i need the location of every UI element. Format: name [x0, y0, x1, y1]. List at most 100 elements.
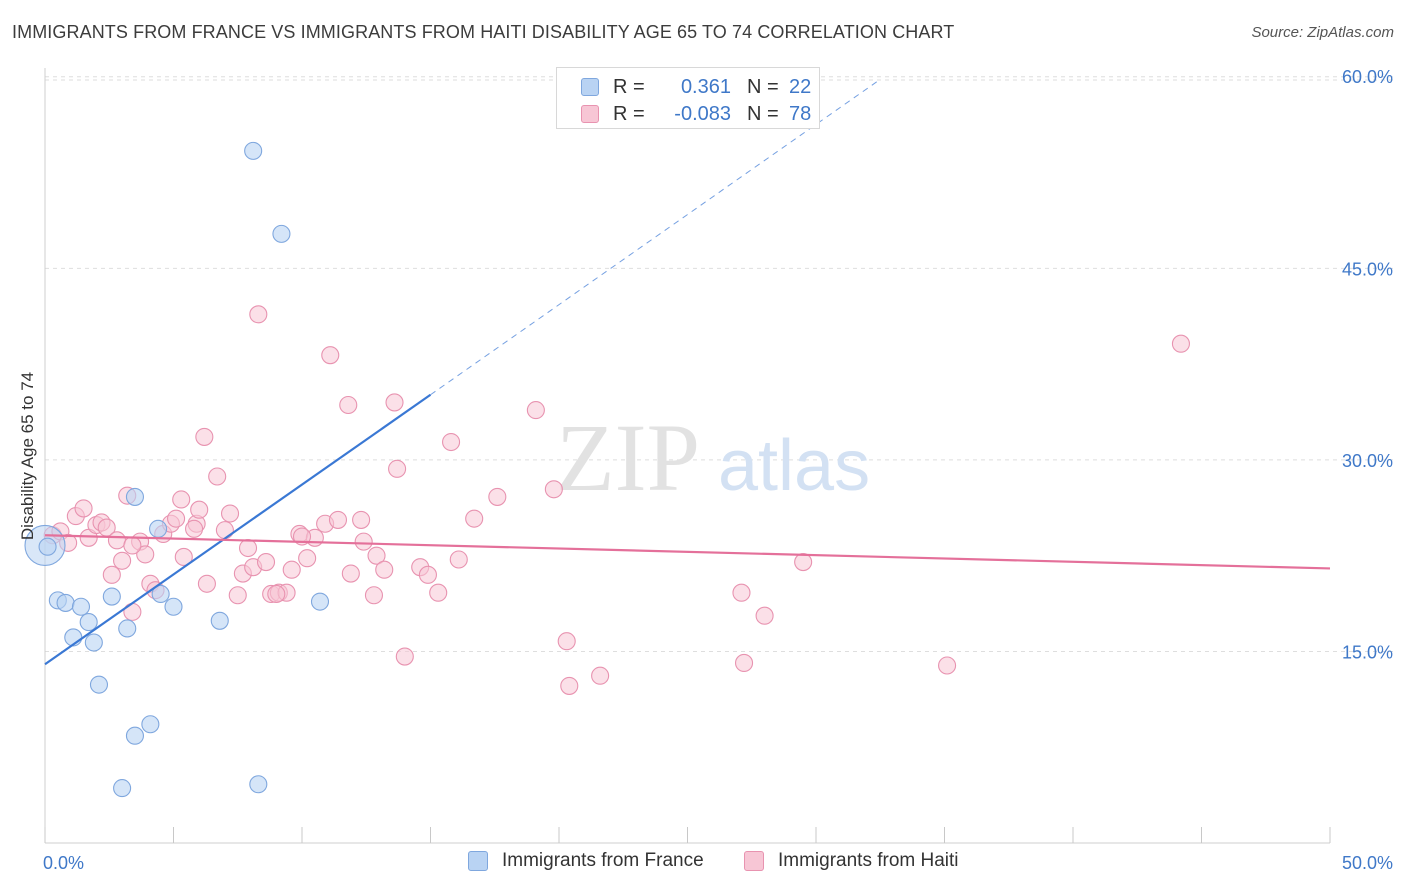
- haiti-point: [249, 305, 268, 324]
- haiti-point: [488, 487, 507, 506]
- watermark-atlas: atlas: [718, 426, 870, 506]
- france-point: [102, 587, 121, 606]
- y-tick-label: 15.0%: [1342, 642, 1393, 662]
- haiti-point: [102, 565, 121, 584]
- haiti-swatch: [581, 105, 599, 123]
- y-tick-label: 30.0%: [1342, 451, 1393, 471]
- france-point: [56, 593, 75, 612]
- haiti-point: [755, 606, 774, 625]
- haiti-point: [732, 583, 751, 602]
- haiti-point: [395, 647, 414, 666]
- haiti-point: [734, 653, 754, 672]
- haiti-point: [267, 584, 286, 604]
- haiti-point: [282, 560, 301, 579]
- haiti-point: [526, 401, 545, 420]
- n-label: N =: [747, 102, 779, 125]
- haiti-point: [172, 490, 191, 509]
- france-point: [113, 779, 132, 798]
- france-point: [164, 597, 183, 616]
- france-swatch: [581, 78, 599, 96]
- france-points: [24, 141, 330, 798]
- haiti-swatch: [744, 851, 764, 871]
- series-legend: Immigrants from France Immigrants from H…: [0, 850, 1406, 878]
- haiti-point: [197, 574, 216, 593]
- haiti-point: [220, 504, 240, 523]
- chart-title: IMMIGRANTS FROM FRANCE VS IMMIGRANTS FRO…: [12, 22, 955, 42]
- france-point: [125, 726, 144, 745]
- haiti-trend-line: [44, 534, 1331, 570]
- n-value: 78: [789, 102, 812, 125]
- haiti-point: [123, 602, 142, 621]
- haiti-point: [388, 459, 407, 478]
- watermark-zip: ZIP: [556, 404, 700, 511]
- haiti-point: [375, 560, 394, 579]
- france-swatch: [468, 851, 488, 871]
- haiti-point: [544, 480, 563, 499]
- legend-label-france: Immigrants from France: [502, 850, 704, 871]
- haiti-point: [557, 632, 576, 651]
- haiti-point: [185, 519, 204, 538]
- haiti-point: [74, 499, 93, 518]
- haiti-point: [354, 532, 373, 551]
- haiti-point: [113, 551, 132, 570]
- n-label: N =: [747, 75, 779, 98]
- correlation-legend: R = 0.361 N = 22 R = -0.083 N = 78: [556, 67, 820, 129]
- haiti-point: [429, 583, 448, 602]
- legend-row-haiti: R = -0.083 N = 78: [581, 102, 811, 126]
- tick-labels: 15.0% 30.0% 45.0% 60.0% 0.0% 50.0%: [43, 67, 1393, 873]
- haiti-point: [1171, 334, 1190, 353]
- legend-row-france: R = 0.361 N = 22: [581, 75, 811, 99]
- haiti-point: [215, 521, 234, 540]
- haiti-point: [123, 536, 142, 555]
- haiti-point: [341, 564, 360, 583]
- france-point: [118, 619, 137, 638]
- haiti-point: [238, 538, 258, 558]
- haiti-points: [43, 305, 1190, 695]
- chart-source: Source: ZipAtlas.com: [1251, 24, 1394, 41]
- france-point: [210, 611, 229, 630]
- haiti-point: [107, 531, 127, 550]
- haiti-point: [367, 546, 386, 565]
- france-point: [310, 592, 330, 611]
- france-point: [71, 597, 91, 616]
- haiti-point: [339, 395, 358, 415]
- legend-item-france[interactable]: Immigrants from France: [468, 850, 704, 872]
- y-tick-label: 60.0%: [1342, 67, 1393, 87]
- haiti-point: [195, 427, 214, 446]
- france-point: [149, 519, 168, 538]
- haiti-point: [560, 676, 579, 695]
- france-point: [249, 775, 268, 794]
- haiti-point: [228, 586, 247, 605]
- france-point: [125, 487, 144, 506]
- y-axis-label: Disability Age 65 to 74: [18, 372, 37, 540]
- haiti-point: [465, 509, 484, 528]
- france-point: [38, 537, 57, 556]
- axes: [44, 68, 1331, 844]
- haiti-point: [256, 553, 276, 572]
- france-point: [272, 224, 291, 243]
- x-tick-label: 50.0%: [1342, 853, 1393, 873]
- haiti-point: [208, 467, 227, 486]
- y-tick-label: 45.0%: [1342, 259, 1393, 279]
- r-label: R =: [613, 102, 645, 125]
- legend-item-haiti[interactable]: Immigrants from Haiti: [744, 850, 959, 872]
- france-point: [151, 584, 170, 604]
- x-tick-label: 0.0%: [43, 853, 84, 873]
- france-trend-line: [44, 393, 432, 666]
- haiti-point: [591, 666, 610, 685]
- france-point: [79, 613, 98, 632]
- haiti-point: [418, 565, 437, 584]
- haiti-point: [449, 550, 468, 569]
- r-value: 0.361: [680, 75, 731, 98]
- haiti-point: [794, 553, 813, 572]
- legend-label-haiti: Immigrants from Haiti: [778, 850, 959, 871]
- france-trend-extension: [430, 78, 881, 396]
- haiti-point: [174, 547, 193, 567]
- france-point: [244, 141, 263, 160]
- france-point: [84, 633, 103, 652]
- trend-lines: [44, 78, 1331, 666]
- france-point: [141, 715, 160, 734]
- haiti-point: [136, 545, 155, 564]
- haiti-point: [442, 432, 461, 452]
